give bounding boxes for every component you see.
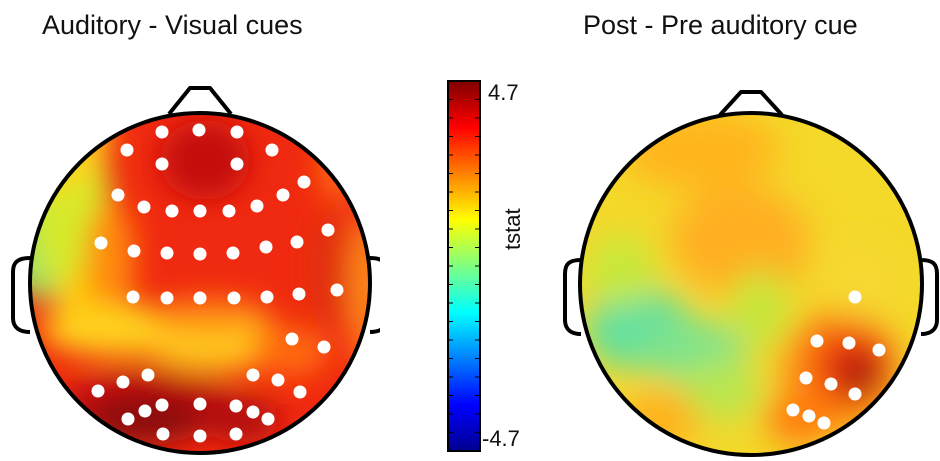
left-electrode bbox=[259, 240, 273, 254]
right-ear-outline-right bbox=[920, 258, 939, 336]
left-electrode bbox=[250, 199, 264, 213]
left-electrode bbox=[246, 405, 260, 419]
left-scalp-map bbox=[30, 113, 370, 453]
colorbar bbox=[447, 80, 481, 452]
left-electrode bbox=[94, 236, 108, 250]
left-electrode bbox=[120, 143, 134, 157]
left-electrode bbox=[229, 399, 243, 413]
left-electrode bbox=[246, 368, 260, 382]
left-electrode bbox=[137, 200, 151, 214]
left-electrode bbox=[155, 398, 169, 412]
left-electrode bbox=[260, 290, 274, 304]
left-electrode bbox=[276, 188, 290, 202]
left-head-outline bbox=[28, 111, 372, 455]
right-nose-outline bbox=[718, 90, 784, 117]
left-electrode bbox=[116, 375, 130, 389]
left-electrode bbox=[193, 429, 207, 443]
left-electrode bbox=[285, 332, 299, 346]
right-electrode bbox=[848, 290, 862, 304]
left-electrode bbox=[230, 157, 244, 171]
left-electrode bbox=[126, 290, 140, 304]
left-electrode bbox=[293, 385, 307, 399]
left-ear-outline-right bbox=[369, 256, 380, 334]
right-electrode bbox=[824, 377, 838, 391]
left-electrode bbox=[138, 404, 152, 418]
left-electrode bbox=[317, 340, 331, 354]
colorbar-ticks bbox=[448, 99, 480, 433]
left-electrode bbox=[155, 157, 169, 171]
right-electrode bbox=[872, 343, 886, 357]
left-electrode bbox=[193, 397, 207, 411]
right-electrode bbox=[810, 334, 824, 348]
left-electrode bbox=[297, 175, 311, 189]
right-electrode bbox=[802, 409, 816, 423]
left-electrode bbox=[192, 123, 206, 137]
left-electrode bbox=[111, 188, 125, 202]
left-electrode bbox=[156, 427, 170, 441]
left-electrode bbox=[271, 373, 285, 387]
left-electrode bbox=[226, 246, 240, 260]
left-electrodes bbox=[91, 123, 344, 443]
right-panel-title: Post - Pre auditory cue bbox=[583, 10, 858, 40]
right-electrodes bbox=[786, 290, 886, 430]
left-electrode bbox=[261, 412, 275, 426]
right-scalp-map bbox=[580, 113, 922, 455]
left-electrode bbox=[265, 143, 279, 157]
left-electrode bbox=[229, 427, 243, 441]
left-electrode bbox=[160, 246, 174, 260]
left-electrode bbox=[127, 244, 141, 258]
right-ear-outline-left bbox=[563, 258, 582, 336]
left-electrode bbox=[222, 204, 236, 218]
right-topomap bbox=[563, 90, 939, 457]
left-electrode bbox=[141, 368, 155, 382]
left-electrode bbox=[165, 204, 179, 218]
right-electrode bbox=[817, 416, 831, 430]
left-nose-outline bbox=[167, 86, 233, 116]
left-electrode bbox=[321, 223, 335, 237]
left-electrode bbox=[230, 125, 244, 139]
left-electrode bbox=[193, 291, 207, 305]
left-electrode bbox=[227, 291, 241, 305]
left-electrode bbox=[290, 235, 304, 249]
left-electrode bbox=[193, 204, 207, 218]
right-electrode bbox=[848, 387, 862, 401]
colorbar-min-label: -4.7 bbox=[482, 426, 520, 451]
left-electrode bbox=[121, 412, 135, 426]
left-electrode bbox=[193, 247, 207, 261]
right-electrode bbox=[786, 403, 800, 417]
left-electrode bbox=[160, 291, 174, 305]
left-electrode bbox=[292, 287, 306, 301]
left-electrode bbox=[91, 384, 105, 398]
left-topomap bbox=[11, 86, 380, 455]
left-ear-outline-left bbox=[11, 256, 31, 334]
left-panel-title: Auditory - Visual cues bbox=[42, 10, 303, 40]
left-electrode bbox=[155, 125, 169, 139]
colorbar-max-label: 4.7 bbox=[488, 80, 519, 105]
right-electrode bbox=[842, 336, 856, 350]
right-electrode bbox=[799, 371, 813, 385]
right-head-outline bbox=[578, 111, 924, 457]
left-electrode bbox=[330, 283, 344, 297]
colorbar-title: tstat bbox=[500, 208, 525, 250]
